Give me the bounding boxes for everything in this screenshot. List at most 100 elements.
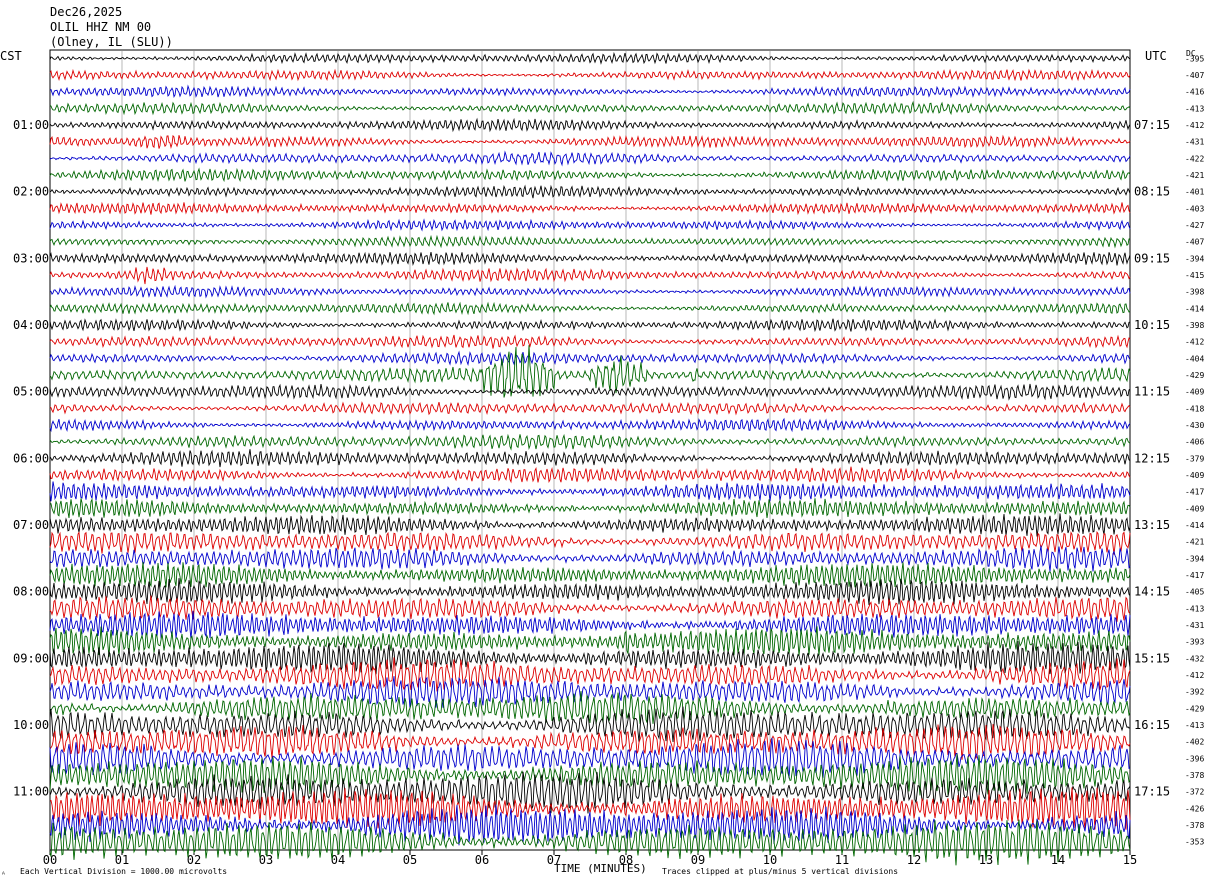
dc-offset-label: -402 (1185, 738, 1204, 747)
utc-hour-label: 16:15 (1134, 718, 1170, 732)
dc-offset-label: -353 (1185, 838, 1204, 847)
dc-offset-label: -396 (1185, 754, 1204, 763)
x-tick-label: 09 (691, 853, 705, 867)
trace-23 (49, 433, 1131, 451)
dc-offset-label: -392 (1185, 688, 1204, 697)
dc-offset-label: -395 (1185, 54, 1204, 63)
right-axis-label: UTC (1145, 49, 1167, 63)
dc-offset-label: -404 (1185, 354, 1204, 363)
trace-22 (49, 417, 1131, 433)
cst-hour-label: 10:00 (13, 718, 49, 732)
trace-18 (49, 350, 1131, 367)
trace-39 (49, 690, 1131, 725)
dc-offset-label: -421 (1185, 538, 1204, 547)
trace-25 (49, 466, 1131, 484)
trace-41 (49, 724, 1131, 760)
cst-hour-label: 04:00 (13, 318, 49, 332)
trace-13 (49, 266, 1131, 285)
trace-1 (49, 68, 1131, 82)
trace-40 (49, 706, 1131, 742)
x-tick-label: 07 (547, 853, 561, 867)
dc-offset-label: -412 (1185, 338, 1204, 347)
x-tick-label: 02 (187, 853, 201, 867)
dc-offset-label: -416 (1185, 88, 1204, 97)
dc-offset-label: -418 (1185, 404, 1204, 413)
utc-hour-label: 07:15 (1134, 118, 1170, 132)
trace-42 (49, 737, 1131, 779)
x-tick-label: 08 (619, 853, 633, 867)
dc-offset-label: -409 (1185, 504, 1204, 513)
plot-frame (49, 49, 1131, 851)
dc-offset-label: -431 (1185, 138, 1204, 147)
trace-0 (49, 51, 1131, 65)
trace-47 (49, 819, 1131, 866)
x-tick-label: 10 (763, 853, 777, 867)
dc-offset-label: -430 (1185, 421, 1204, 430)
x-tick-label: 06 (475, 853, 489, 867)
x-tick-label: 04 (331, 853, 345, 867)
dc-offset-label: -405 (1185, 588, 1204, 597)
dc-offset-label: -427 (1185, 221, 1204, 230)
dc-offset-label: -413 (1185, 721, 1204, 730)
cst-hour-label: 08:00 (13, 585, 49, 599)
dc-offset-label: -378 (1185, 821, 1204, 830)
dc-offset-label: -421 (1185, 171, 1204, 180)
dc-offset-label: -407 (1185, 238, 1204, 247)
dc-offset-label: -412 (1185, 671, 1204, 680)
x-tick-label: 12 (907, 853, 921, 867)
cst-hour-label: 09:00 (13, 651, 49, 665)
trace-17 (49, 334, 1131, 349)
trace-12 (49, 251, 1131, 266)
trace-2 (49, 84, 1131, 99)
utc-hour-label: 14:15 (1134, 585, 1170, 599)
dc-label: DC (1186, 49, 1196, 58)
x-tick-label: 03 (259, 853, 273, 867)
dc-offset-label: -378 (1185, 771, 1204, 780)
trace-3 (49, 100, 1131, 116)
dc-offset-label: -409 (1185, 471, 1204, 480)
dc-offset-label: -417 (1185, 488, 1204, 497)
utc-hour-label: 12:15 (1134, 451, 1170, 465)
cst-hour-label: 05:00 (13, 385, 49, 399)
trace-33 (49, 595, 1131, 622)
trace-35 (49, 626, 1131, 657)
dc-offset-label: -407 (1185, 71, 1204, 80)
x-axis-label: TIME (MINUTES) (554, 862, 647, 875)
dc-offset-label: -431 (1185, 621, 1204, 630)
dc-offset-label: -415 (1185, 271, 1204, 280)
date-label: Dec26,2025 (50, 5, 123, 19)
x-tick-label: 01 (115, 853, 129, 867)
cst-hour-label: 02:00 (13, 185, 49, 199)
trace-19 (49, 345, 1131, 398)
x-tick-label: 00 (43, 853, 57, 867)
dc-offset-label: -412 (1185, 121, 1204, 130)
trace-9 (49, 201, 1131, 216)
trace-11 (49, 234, 1131, 249)
trace-7 (49, 167, 1131, 183)
dc-offset-label: -417 (1185, 571, 1204, 580)
dc-offset-label: -406 (1185, 438, 1204, 447)
dc-offset-label: -414 (1185, 304, 1204, 313)
dc-offset-label: -429 (1185, 704, 1204, 713)
trace-14 (49, 284, 1131, 299)
trace-5 (49, 134, 1131, 150)
trace-44 (49, 771, 1131, 814)
cst-hour-label: 06:00 (13, 451, 49, 465)
trace-46 (49, 804, 1131, 846)
trace-31 (49, 561, 1131, 588)
dc-offset-label: -394 (1185, 254, 1204, 263)
scale-note: Each Vertical Division = 1000.00 microvo… (20, 867, 228, 876)
trace-27 (49, 497, 1131, 518)
trace-15 (49, 301, 1131, 316)
trace-30 (49, 545, 1131, 572)
trace-4 (49, 117, 1131, 133)
dc-offset-label: -401 (1185, 188, 1204, 197)
dc-offset-label: -394 (1185, 554, 1204, 563)
dc-offset-label: -398 (1185, 321, 1204, 330)
trace-28 (49, 513, 1131, 537)
dc-offset-label: -398 (1185, 288, 1204, 297)
utc-hour-label: 08:15 (1134, 185, 1170, 199)
clip-note: Traces clipped at plus/minus 5 vertical … (662, 867, 899, 876)
trace-38 (49, 676, 1131, 709)
